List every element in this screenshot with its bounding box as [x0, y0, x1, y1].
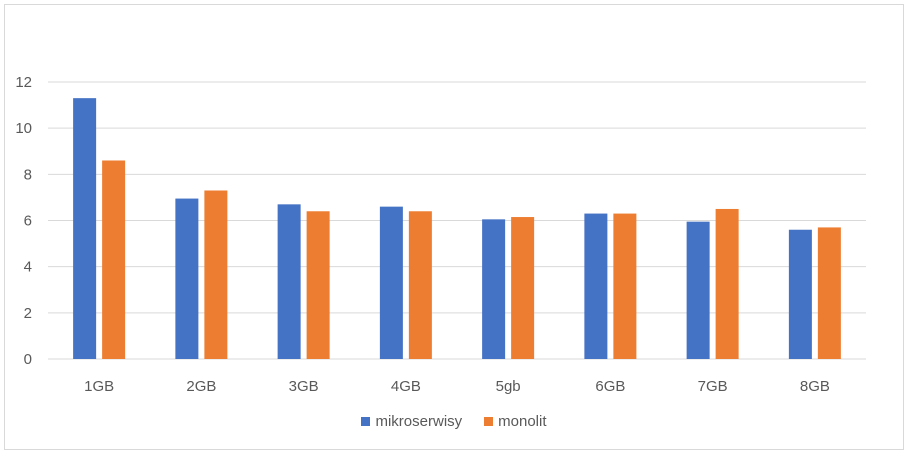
- x-tick-label: 8GB: [800, 378, 830, 395]
- x-axis-ticks: 1GB 2GB 3GB 4GB 5gb 6GB 7GB 8GB: [84, 378, 830, 395]
- bar-mikroserwisy-2GB: [175, 198, 199, 359]
- bar-monolit-6GB: [613, 213, 637, 359]
- bar-monolit-3GB: [306, 211, 330, 359]
- bar-monolit-4GB: [408, 211, 432, 359]
- y-axis-ticks: 0 2 4 6 8 10 12: [15, 74, 32, 368]
- y-tick-label: 4: [24, 259, 32, 276]
- bar-monolit-1GB: [102, 160, 126, 359]
- bar-mikroserwisy-1GB: [73, 98, 97, 360]
- y-tick-label: 12: [15, 74, 32, 91]
- legend: mikroserwisy monolit: [0, 413, 908, 430]
- x-tick-label: 1GB: [84, 378, 114, 395]
- bar-mikroserwisy-7GB: [686, 221, 710, 359]
- legend-item-series-0: mikroserwisy: [361, 413, 462, 430]
- bar-mikroserwisy-6GB: [584, 213, 608, 359]
- chart-frame: [4, 4, 904, 450]
- bar-mikroserwisy-5gb: [482, 219, 506, 359]
- x-tick-label: 6GB: [595, 378, 625, 395]
- y-tick-label: 8: [24, 166, 32, 183]
- bar-monolit-2GB: [204, 190, 228, 359]
- bar-mikroserwisy-8GB: [788, 229, 812, 359]
- gridlines: [48, 81, 866, 360]
- y-tick-label: 0: [24, 351, 32, 368]
- x-tick-label: 5gb: [496, 378, 521, 395]
- bar-monolit-5gb: [511, 217, 535, 359]
- legend-swatch: [484, 417, 494, 426]
- x-tick-label: 4GB: [391, 378, 421, 395]
- x-tick-label: 2GB: [186, 378, 216, 395]
- bar-mikroserwisy-3GB: [277, 204, 301, 359]
- bar-mikroserwisy-4GB: [379, 206, 403, 359]
- y-tick-label: 6: [24, 213, 32, 230]
- legend-item-series-1: monolit: [484, 413, 547, 430]
- y-tick-label: 2: [24, 305, 32, 322]
- y-tick-label: 10: [15, 120, 32, 137]
- bars: [73, 98, 841, 360]
- bar-monolit-8GB: [817, 227, 841, 359]
- bar-monolit-7GB: [715, 208, 739, 359]
- legend-label: monolit: [498, 413, 547, 430]
- x-tick-label: 3GB: [289, 378, 319, 395]
- legend-label: mikroserwisy: [375, 413, 463, 430]
- x-tick-label: 7GB: [698, 378, 728, 395]
- legend-swatch: [361, 417, 371, 426]
